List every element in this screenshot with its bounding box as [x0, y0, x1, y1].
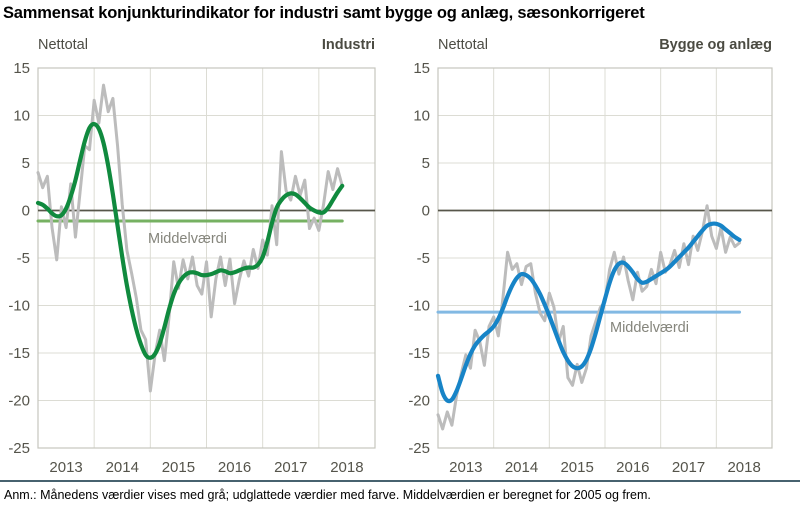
x-axis-labels: 2013 2014 2015 2016 2017 2018	[449, 459, 761, 476]
y-tick-label: -25	[408, 440, 430, 457]
x-tick-label: 2014	[106, 459, 139, 476]
mean-line-label-bygge: Middelværdi	[610, 320, 689, 336]
y-tick-label: -10	[408, 298, 430, 315]
x-tick-label: 2017	[672, 459, 705, 476]
x-tick-label: 2018	[330, 459, 363, 476]
chart-0: 15 10 5 0 -5 -10 -15 -20 -25 2013 2014 2015 2016 2017…	[8, 60, 376, 476]
y-tick-label: 0	[22, 203, 30, 220]
y-axis-unit-label-bygge: Nettotal	[438, 37, 488, 53]
y-tick-label: -20	[8, 393, 30, 410]
x-tick-label: 2018	[727, 459, 760, 476]
y-tick-label: -5	[17, 250, 30, 267]
smooth-series-line	[35, 121, 345, 360]
footer-divider	[0, 480, 800, 482]
footnote: Anm.: Månedens værdier vises med grå; ud…	[4, 488, 651, 502]
smooth-series-line	[435, 221, 742, 404]
y-tick-label: 10	[413, 108, 430, 125]
figure-title: Sammensat konjunkturindikator for indust…	[3, 4, 645, 22]
y-tick-label: 0	[422, 203, 430, 220]
y-tick-label: 10	[13, 108, 30, 125]
y-tick-label: 15	[413, 60, 430, 77]
x-tick-label: 2013	[49, 459, 82, 476]
x-axis-labels: 2013 2014 2015 2016 2017 2018	[49, 459, 363, 476]
x-tick-label: 2016	[218, 459, 251, 476]
x-tick-label: 2013	[449, 459, 482, 476]
y-tick-label: -10	[8, 298, 30, 315]
x-tick-label: 2016	[616, 459, 649, 476]
chart-1: 15 10 5 0 -5 -10 -15 -20 -25 2013 2014 2015 2016 2017…	[408, 60, 773, 476]
y-tick-label: -15	[8, 345, 30, 362]
x-tick-label: 2017	[274, 459, 307, 476]
mean-line-label-industri: Middelværdi	[148, 231, 227, 247]
plot-border	[37, 67, 376, 449]
y-axis-labels: 15 10 5 0 -5 -10 -15 -20 -25	[8, 60, 30, 457]
y-tick-label: -20	[408, 393, 430, 410]
y-tick-label: 15	[13, 60, 30, 77]
plot-border	[437, 67, 773, 449]
gridlines	[437, 67, 773, 449]
raw-series-line	[36, 83, 344, 393]
y-tick-label: 5	[422, 155, 430, 172]
gridlines	[37, 67, 376, 449]
y-axis-unit-label-industri: Nettotal	[38, 37, 88, 53]
y-tick-label: -5	[417, 250, 430, 267]
x-tick-label: 2015	[162, 459, 195, 476]
x-tick-label: 2014	[505, 459, 538, 476]
x-tick-label: 2015	[560, 459, 593, 476]
y-tick-label: -15	[408, 345, 430, 362]
y-tick-label: 5	[22, 155, 30, 172]
chart-title-bygge: Bygge og anlæg	[659, 37, 772, 53]
y-tick-label: -25	[8, 440, 30, 457]
chart-title-industri: Industri	[321, 37, 375, 53]
y-axis-labels: 15 10 5 0 -5 -10 -15 -20 -25	[408, 60, 430, 457]
